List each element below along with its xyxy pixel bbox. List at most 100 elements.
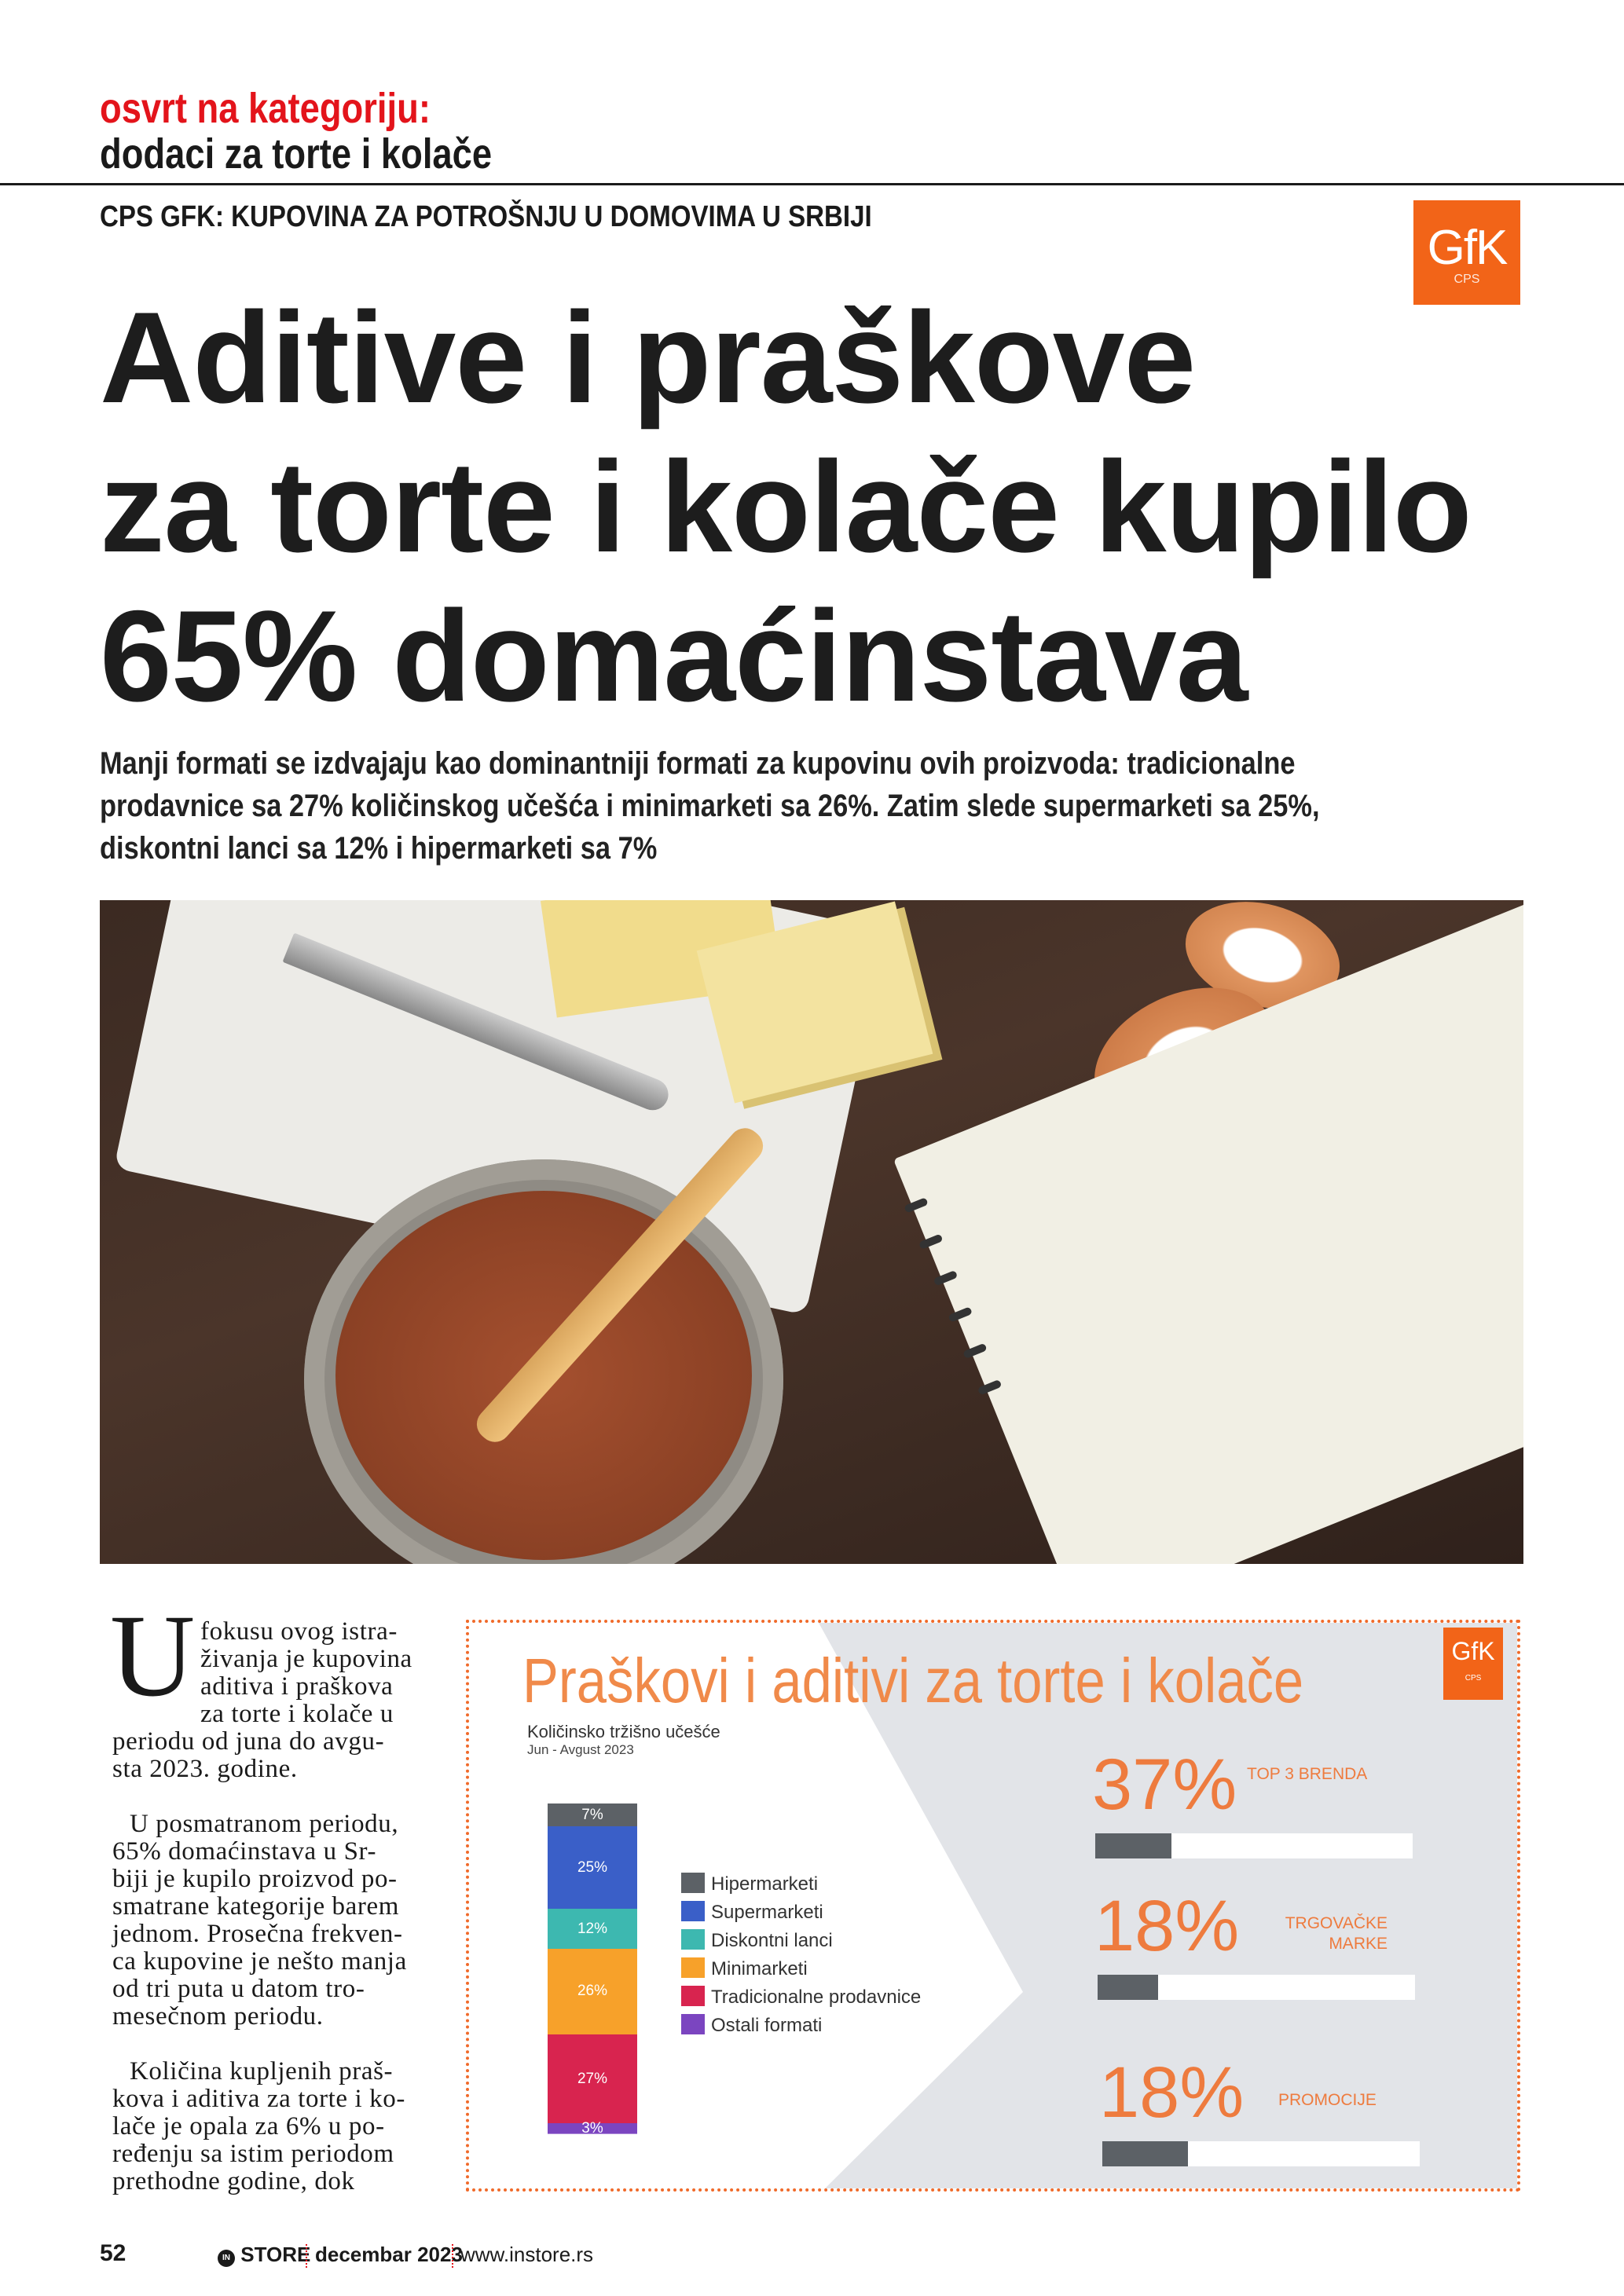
source-text: CPS GFK: KUPOVINA ZA POTROŠNJU U DOMOVIM… xyxy=(100,200,872,233)
infographic-gfk-logo: GfK CPS xyxy=(1443,1628,1503,1700)
legend-label: Hipermarketi xyxy=(711,1873,819,1895)
footer-separator xyxy=(452,2244,453,2268)
legend-item: Supermarketi xyxy=(681,1901,823,1924)
data-label: 3% xyxy=(581,2119,603,2137)
legend-item: Minimarketi xyxy=(681,1957,808,1980)
body-line: smatrane kategorije barem xyxy=(112,1892,399,1921)
infographic-background xyxy=(819,1623,1517,2188)
in-mark-icon: IN xyxy=(218,2250,235,2267)
kpi-label-line: TOP 3 BRENDA xyxy=(1247,1765,1368,1783)
footer-separator xyxy=(306,2244,307,2268)
kpi-bar xyxy=(1098,1975,1415,2000)
header-divider xyxy=(0,183,1624,185)
kpi-bar-fill xyxy=(1102,2141,1189,2166)
kpi-value: 18% xyxy=(1094,1886,1240,1966)
body-line: U posmatranom periodu, xyxy=(130,1810,399,1838)
kicker-text: osvrt na kategoriju: xyxy=(100,85,431,132)
kpi-bar-fill xyxy=(1098,1975,1158,2000)
bar-segment-tradicionalne-prodavnice xyxy=(548,2034,637,2125)
headline-line: 65% domaćinstava xyxy=(100,584,1248,728)
body-line: živanja je kupovina xyxy=(200,1645,412,1673)
legend-item: Ostali formati xyxy=(681,2014,822,2037)
body-text: fokusu ovog istra-živanja je kupovina adi… xyxy=(112,1618,427,2195)
lead-line: diskontni lanci sa 12% i hipermarketi sa… xyxy=(100,831,658,866)
kpi-bar xyxy=(1095,1833,1413,1858)
legend-item: Tradicionalne prodavnice xyxy=(681,1986,921,2009)
body-line: mesečnom periodu. xyxy=(112,2002,324,2031)
kpi-label: TOP 3 BRENDA xyxy=(1247,1764,1367,1785)
data-label: 25% xyxy=(577,1858,608,1876)
section-title: dodaci za torte i kolače xyxy=(100,130,566,178)
legend-item: Hipermarketi xyxy=(681,1873,818,1895)
legend-swatch xyxy=(681,1901,705,1921)
legend-label: Diskontni lanci xyxy=(711,1930,833,1951)
legend-label: Tradicionalne prodavnice xyxy=(711,1987,922,2008)
page-number: 52 xyxy=(100,2240,126,2266)
kpi-bar-fill xyxy=(1095,1833,1171,1858)
logo-sub: CPS xyxy=(1465,1674,1482,1683)
legend-label: Minimarketi xyxy=(711,1958,808,1979)
headline-line: Aditive i praškove xyxy=(100,285,1196,430)
brand-logo: IN STORE xyxy=(218,2243,310,2267)
kpi-label-line: MARKE xyxy=(1329,1935,1388,1953)
legend-swatch xyxy=(681,1929,705,1950)
body-line: lače je opala za 6% u po- xyxy=(112,2112,385,2140)
gfk-logo: GfK CPS xyxy=(1413,200,1520,305)
kpi-bar xyxy=(1102,2141,1420,2166)
kpi-label-line: PROMOCIJE xyxy=(1278,2091,1377,2109)
infographic-title-text: Praškovi i aditivi za torte i kolače xyxy=(522,1646,1304,1716)
source-line: CPS GFK: KUPOVINA ZA POTROŠNJU U DOMOVIM… xyxy=(100,200,988,234)
body-line: od tri puta u datom tro- xyxy=(112,1975,365,2003)
bar-segment-diskontni-lanci xyxy=(548,1909,637,1950)
body-line: aditiva i praškova xyxy=(200,1672,394,1701)
legend-item: Diskontni lanci xyxy=(681,1929,833,1952)
baking-ingredients-photo xyxy=(100,900,1523,1564)
website-link[interactable]: www.instore.rs xyxy=(460,2243,594,2266)
kpi-label: TRGOVAČKE MARKE xyxy=(1285,1913,1388,1954)
chart-subtitle: Jun - Avgust 2023 xyxy=(527,1742,634,1757)
infographic-panel: Praškovi i aditivi za torte i kolače GfK… xyxy=(466,1620,1520,2192)
data-label: 26% xyxy=(577,1983,608,2000)
kpi-label-line: TRGOVAČKE xyxy=(1285,1914,1388,1932)
body-line: Količina kupljenih praš- xyxy=(130,2057,394,2085)
legend-label: Supermarketi xyxy=(711,1902,823,1923)
issue-date: decembar 2023 xyxy=(315,2243,463,2266)
lead-paragraph: Manji formati se izdvajaju kao dominantn… xyxy=(100,742,1518,870)
lead-line: prodavnice sa 27% količinskog učešća i m… xyxy=(100,789,1320,823)
headline-line: za torte i kolače kupilo xyxy=(100,434,1472,579)
kpi-value: 18% xyxy=(1099,2052,1245,2133)
bar-segment-hipermarketi xyxy=(548,1803,637,1828)
kpi-label: PROMOCIJE xyxy=(1278,2090,1377,2111)
data-label: 27% xyxy=(577,2070,608,2087)
kpi-value: 37% xyxy=(1092,1745,1237,1825)
legend-swatch xyxy=(681,1873,705,1893)
headline: Aditive i praškove za torte i kolače kup… xyxy=(100,283,1472,731)
body-line: fokusu ovog istra- xyxy=(200,1617,398,1646)
infographic-title: Praškovi i aditivi za torte i kolače xyxy=(522,1645,1431,1717)
body-line: za torte i kolače u xyxy=(200,1700,394,1728)
body-line: kova i aditiva za torte i ko- xyxy=(112,2085,405,2113)
bar-segment-ostali-formati xyxy=(548,2123,637,2134)
data-label: 12% xyxy=(577,1920,608,1937)
logo-text: GfK xyxy=(1451,1637,1495,1665)
lead-line: Manji formati se izdvajaju kao dominantn… xyxy=(100,746,1296,781)
chevron-background xyxy=(819,1623,1517,2188)
body-line: sta 2023. godine. xyxy=(112,1755,298,1783)
category-kicker: osvrt na kategoriju: xyxy=(100,85,493,132)
legend-swatch xyxy=(681,1986,705,2006)
data-label: 7% xyxy=(581,1806,603,1823)
legend-swatch xyxy=(681,2014,705,2034)
section-text: dodaci za torte i kolače xyxy=(100,130,493,178)
gfk-logo-text: GfK xyxy=(1427,221,1509,275)
gfk-logo-sub: CPS xyxy=(1454,273,1480,286)
body-line: ca kupovine je nešto manja xyxy=(112,1947,407,1976)
brand-text: STORE xyxy=(240,2243,311,2266)
drop-cap: U xyxy=(110,1591,196,1721)
body-line: jednom. Prosečna frekven- xyxy=(112,1920,403,1948)
chart-title: Količinsko tržišno učešće xyxy=(527,1722,720,1741)
legend-label: Ostali formati xyxy=(711,2015,823,2036)
body-line: biji je kupilo proizvod po- xyxy=(112,1865,398,1893)
body-line: 65% domaćinstava u Sr- xyxy=(112,1837,377,1866)
legend-swatch xyxy=(681,1957,705,1978)
body-line: prethodne godine, dok xyxy=(112,2167,355,2195)
